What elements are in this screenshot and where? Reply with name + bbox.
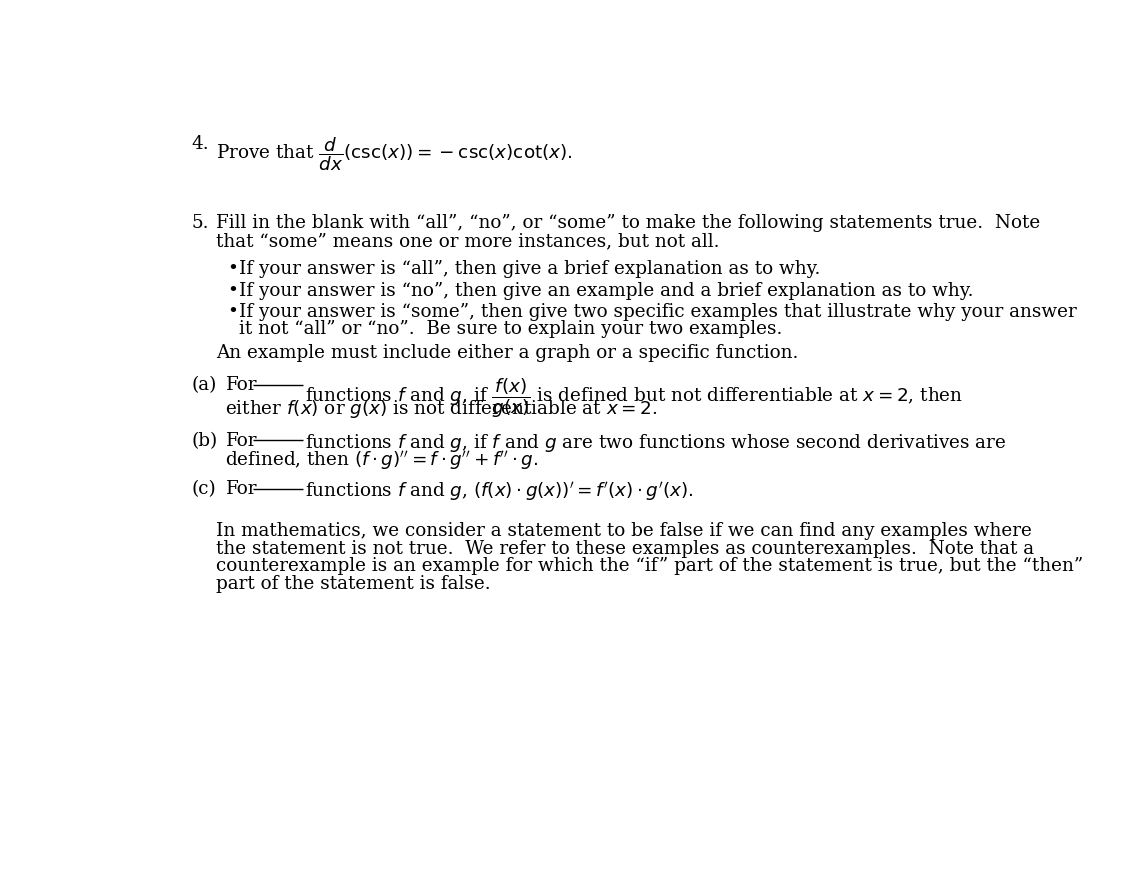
Text: In mathematics, we consider a statement to be false if we can find any examples : In mathematics, we consider a statement … <box>216 522 1032 540</box>
Text: •: • <box>228 303 238 321</box>
Text: that “some” means one or more instances, but not all.: that “some” means one or more instances,… <box>216 232 720 250</box>
Text: Prove that $\dfrac{d}{dx}(\csc(x)) = -\csc(x)\cot(x).$: Prove that $\dfrac{d}{dx}(\csc(x)) = -\c… <box>216 136 572 173</box>
Text: part of the statement is false.: part of the statement is false. <box>216 575 491 592</box>
Text: •: • <box>228 282 238 300</box>
Text: it not “all” or “no”.  Be sure to explain your two examples.: it not “all” or “no”. Be sure to explain… <box>239 321 782 338</box>
Text: If your answer is “all”, then give a brief explanation as to why.: If your answer is “all”, then give a bri… <box>239 260 820 279</box>
Text: (c): (c) <box>192 480 216 498</box>
Text: the statement is not true.  We refer to these examples as counterexamples.  Note: the statement is not true. We refer to t… <box>216 540 1034 557</box>
Text: defined, then $(f \cdot g)^{\prime\prime} = f \cdot g^{\prime\prime} + f^{\prime: defined, then $(f \cdot g)^{\prime\prime… <box>225 449 539 472</box>
Text: functions $f$ and $g$, if $\dfrac{f(x)}{g(x)}$ is defined but not differentiable: functions $f$ and $g$, if $\dfrac{f(x)}{… <box>305 377 963 420</box>
Text: counterexample is an example for which the “if” part of the statement is true, b: counterexample is an example for which t… <box>216 557 1083 575</box>
Text: 5.: 5. <box>192 215 209 232</box>
Text: 4.: 4. <box>192 136 209 153</box>
Text: If your answer is “some”, then give two specific examples that illustrate why yo: If your answer is “some”, then give two … <box>239 303 1077 321</box>
Text: For: For <box>225 432 257 449</box>
Text: An example must include either a graph or a specific function.: An example must include either a graph o… <box>216 344 799 362</box>
Text: •: • <box>228 260 238 279</box>
Text: For: For <box>225 480 257 498</box>
Text: If your answer is “no”, then give an example and a brief explanation as to why.: If your answer is “no”, then give an exa… <box>239 282 974 300</box>
Text: Fill in the blank with “all”, “no”, or “some” to make the following statements t: Fill in the blank with “all”, “no”, or “… <box>216 215 1040 232</box>
Text: either $f(x)$ or $g(x)$ is not differentiable at $x = 2$.: either $f(x)$ or $g(x)$ is not different… <box>225 398 658 420</box>
Text: (a): (a) <box>192 377 217 394</box>
Text: For: For <box>225 377 257 394</box>
Text: (b): (b) <box>192 432 219 449</box>
Text: functions $f$ and $g$, $(f(x) \cdot g(x))^{\prime} = f^{\prime}(x) \cdot g^{\pri: functions $f$ and $g$, $(f(x) \cdot g(x)… <box>305 480 693 503</box>
Text: functions $f$ and $g$, if $f$ and $g$ are two functions whose second derivatives: functions $f$ and $g$, if $f$ and $g$ ar… <box>305 432 1007 454</box>
